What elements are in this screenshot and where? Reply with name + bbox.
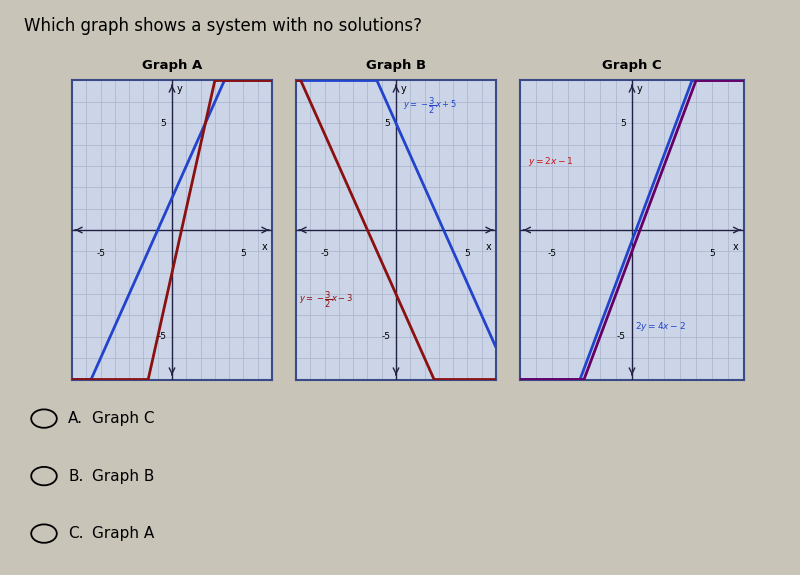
Text: 5: 5 (161, 118, 166, 128)
Text: -5: -5 (158, 332, 166, 342)
Text: 5: 5 (709, 249, 715, 258)
Text: Graph B: Graph B (366, 59, 426, 72)
Text: y: y (400, 84, 406, 94)
Text: Graph C: Graph C (92, 411, 154, 426)
Text: -5: -5 (320, 249, 329, 258)
Text: y: y (176, 84, 182, 94)
Text: Graph A: Graph A (142, 59, 202, 72)
Text: -5: -5 (617, 332, 626, 342)
Text: $y = 2x - 1$: $y = 2x - 1$ (528, 155, 574, 168)
Text: -5: -5 (382, 332, 390, 342)
Text: x: x (733, 242, 739, 252)
Text: 5: 5 (385, 118, 390, 128)
Text: A.: A. (68, 411, 83, 426)
Text: $2y = 4x - 2$: $2y = 4x - 2$ (635, 320, 686, 333)
Text: -5: -5 (547, 249, 557, 258)
Text: x: x (262, 242, 268, 252)
Text: $y = -\dfrac{3}{2}x + 5$: $y = -\dfrac{3}{2}x + 5$ (403, 95, 457, 116)
Text: C.: C. (68, 526, 83, 541)
Text: B.: B. (68, 469, 83, 484)
Text: 5: 5 (620, 118, 626, 128)
Text: -5: -5 (96, 249, 105, 258)
Text: y: y (637, 84, 643, 94)
Text: Graph C: Graph C (602, 59, 662, 72)
Text: $y = -\dfrac{3}{2}x - 3$: $y = -\dfrac{3}{2}x - 3$ (299, 290, 353, 310)
Text: Graph A: Graph A (92, 526, 154, 541)
Text: 5: 5 (465, 249, 470, 258)
Text: Graph B: Graph B (92, 469, 154, 484)
Text: x: x (486, 242, 492, 252)
Text: Which graph shows a system with no solutions?: Which graph shows a system with no solut… (24, 17, 422, 35)
Text: 5: 5 (241, 249, 246, 258)
